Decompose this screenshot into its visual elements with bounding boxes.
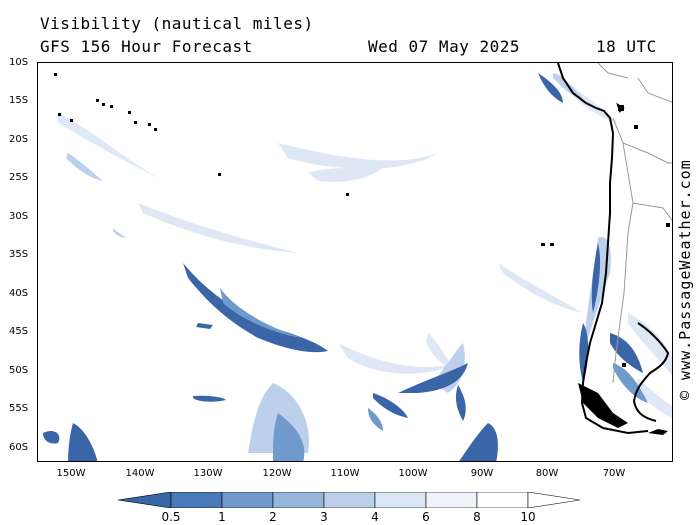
forecast-date: Wed 07 May 2025 bbox=[368, 37, 520, 56]
lat-label: 60S bbox=[9, 442, 29, 453]
legend-swatch bbox=[272, 492, 325, 508]
legend-swatch bbox=[323, 492, 376, 508]
lat-label: 35S bbox=[9, 249, 29, 260]
legend-label: 10 bbox=[520, 510, 536, 524]
lon-label: 150W bbox=[56, 468, 86, 479]
light-haze-areas bbox=[58, 73, 672, 418]
legend-swatch bbox=[527, 492, 581, 508]
visibility-legend bbox=[118, 492, 581, 508]
legend-swatch bbox=[170, 492, 223, 508]
legend-swatch bbox=[425, 492, 478, 508]
islands bbox=[54, 73, 670, 435]
haze-areas bbox=[66, 73, 611, 453]
lat-label: 40S bbox=[9, 288, 29, 299]
lat-label: 50S bbox=[9, 365, 29, 376]
lat-label: 55S bbox=[9, 403, 29, 414]
visibility-map[interactable] bbox=[37, 62, 673, 462]
lat-label: 30S bbox=[9, 211, 29, 222]
forecast-time: 18 UTC bbox=[596, 37, 657, 56]
reduced-visibility-areas bbox=[220, 288, 648, 461]
legend-label: 6 bbox=[422, 510, 430, 524]
site-credit: © www.PassageWeather.com bbox=[676, 159, 694, 400]
map-title: Visibility (nautical miles) bbox=[40, 14, 314, 33]
lon-label: 140W bbox=[125, 468, 155, 479]
lat-label: 45S bbox=[9, 326, 29, 337]
lat-label: 15S bbox=[9, 95, 29, 106]
legend-label: 1 bbox=[218, 510, 226, 524]
lat-label: 20S bbox=[9, 134, 29, 145]
lon-label: 70W bbox=[602, 468, 626, 479]
legend-swatch bbox=[118, 492, 172, 508]
low-visibility-areas bbox=[43, 73, 643, 461]
lon-label: 100W bbox=[398, 468, 428, 479]
lon-label: 110W bbox=[330, 468, 360, 479]
lon-label: 80W bbox=[535, 468, 559, 479]
legend-swatch bbox=[476, 492, 529, 508]
legend-label: 2 bbox=[269, 510, 277, 524]
lon-label: 90W bbox=[470, 468, 494, 479]
lat-label: 25S bbox=[9, 172, 29, 183]
legend-label: 0.5 bbox=[161, 510, 181, 524]
legend-swatch bbox=[221, 492, 274, 508]
lon-label: 120W bbox=[262, 468, 292, 479]
legend-label: 4 bbox=[371, 510, 379, 524]
country-borders bbox=[597, 63, 672, 384]
legend-label: 8 bbox=[473, 510, 481, 524]
legend-label: 3 bbox=[320, 510, 328, 524]
lat-label: 10S bbox=[9, 57, 29, 68]
forecast-subtitle: GFS 156 Hour Forecast bbox=[40, 37, 253, 56]
legend-swatch bbox=[374, 492, 427, 508]
lon-label: 130W bbox=[193, 468, 223, 479]
